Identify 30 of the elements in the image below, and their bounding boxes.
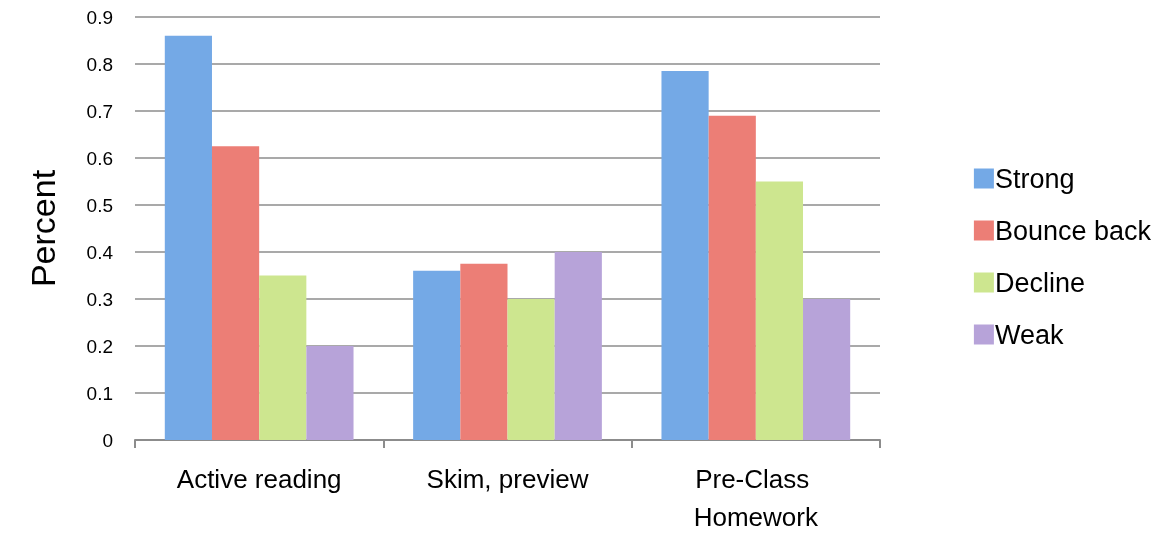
y-tick-label: 0.2 [86, 335, 113, 357]
bar [259, 275, 307, 440]
y-axis-title: Percent [24, 169, 62, 288]
bar [413, 270, 461, 440]
y-tick-label: 0.4 [86, 241, 114, 263]
y-tick-label: 0.8 [86, 53, 113, 75]
y-tick-label: 0.9 [86, 6, 113, 28]
bar [554, 252, 602, 440]
legend-label: Bounce back [994, 215, 1152, 246]
y-tick-label: 0.1 [86, 382, 113, 404]
y-tick-label: 0.3 [86, 288, 113, 310]
x-tick-label: Skim, preview [426, 464, 589, 494]
bar [507, 299, 555, 440]
legend-label: Strong [994, 163, 1075, 194]
legend-label: Weak [994, 319, 1064, 350]
legend-label: Decline [994, 267, 1085, 298]
x-tick-label: Pre-Class Homework [693, 464, 819, 532]
x-tick-label: Active reading [176, 464, 342, 494]
bar [803, 299, 851, 440]
y-tick-label: 0.6 [86, 147, 113, 169]
y-tick-label: 0.5 [86, 194, 113, 216]
y-tick-label: 0 [102, 429, 113, 451]
bar [755, 181, 804, 440]
bar [211, 146, 260, 440]
bar [164, 35, 212, 440]
bar [708, 115, 756, 440]
bar [661, 71, 709, 440]
bar [460, 263, 508, 440]
y-tick-label: 0.7 [86, 100, 113, 122]
bar [306, 346, 354, 440]
